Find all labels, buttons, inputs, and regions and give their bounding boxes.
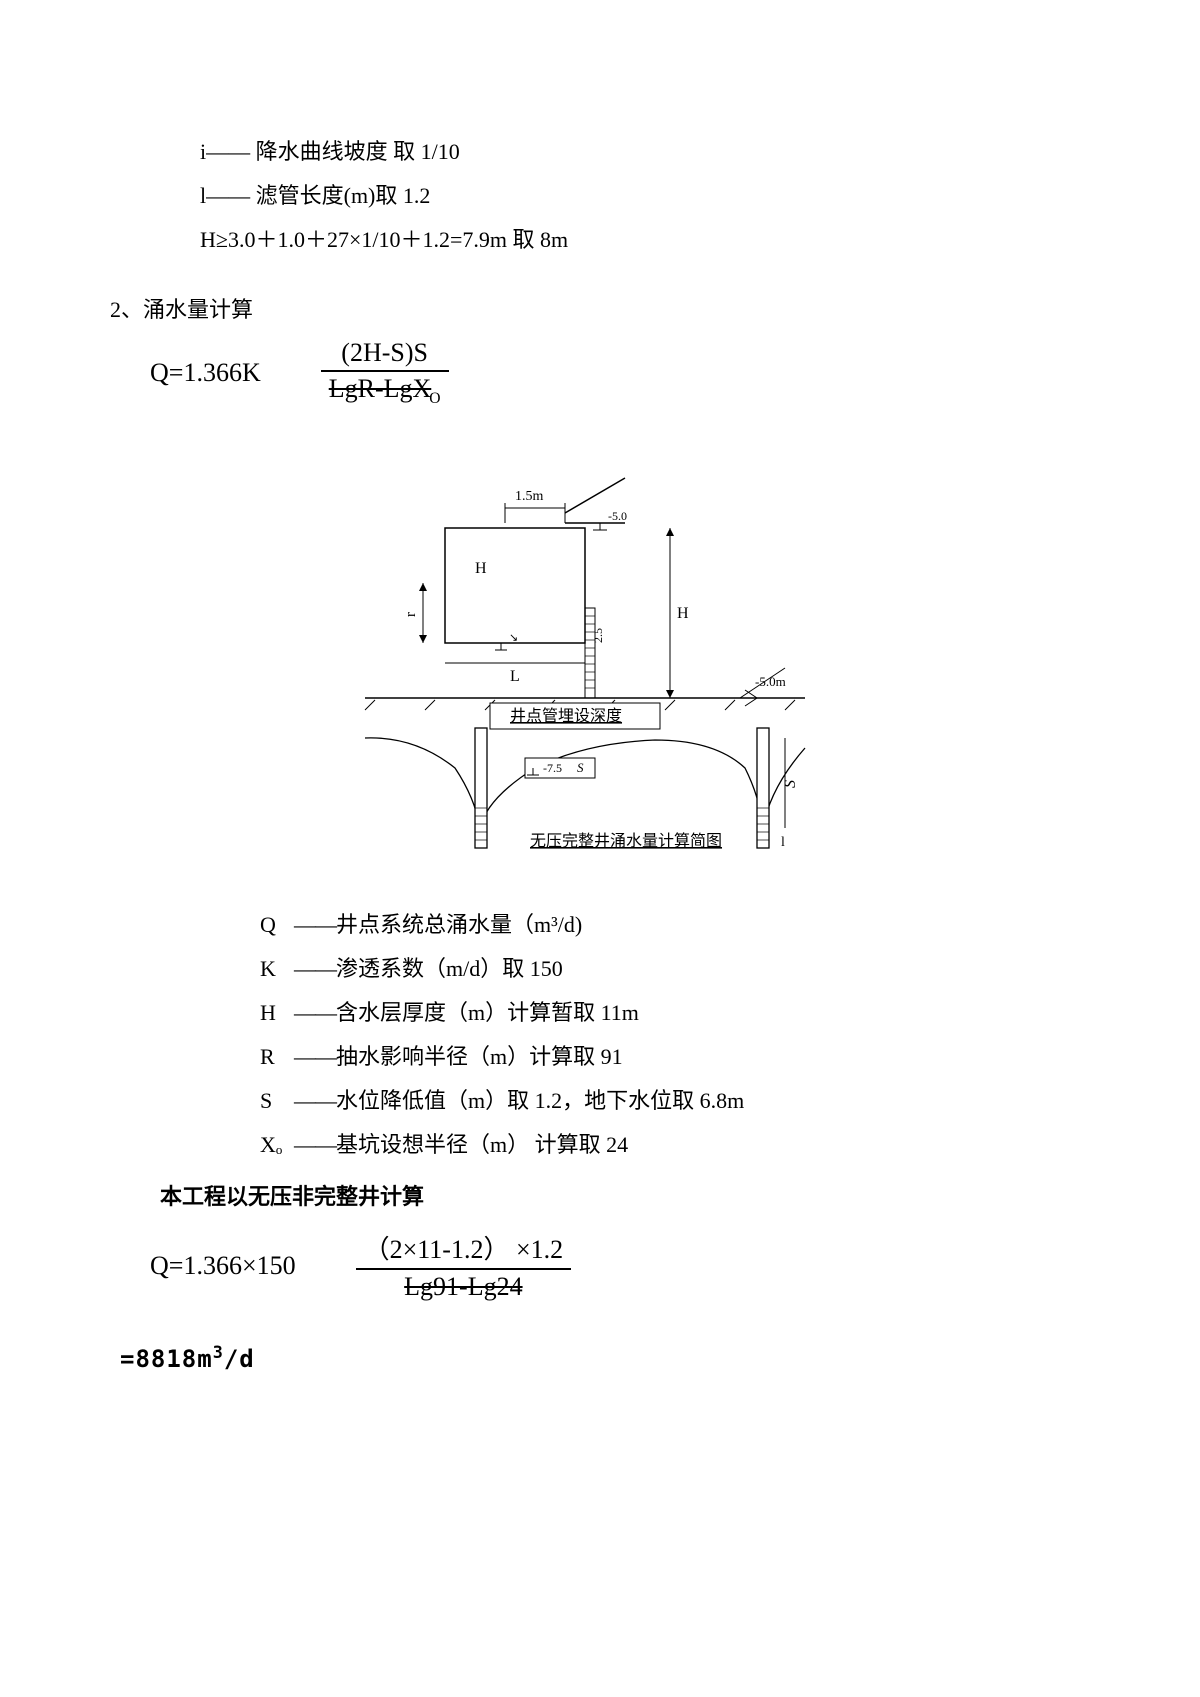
label-neg7-5: -7.5 [543, 761, 562, 775]
def-S-text: 水位降低值（m）取 1.2，地下水位取 6.8m [336, 1079, 744, 1123]
def-Xo-sym: Xₒ [260, 1123, 294, 1167]
label-l-small: l [781, 835, 785, 850]
def-R-text: 抽水影响半径（m）计算取 91 [336, 1035, 623, 1079]
formula-2-lhs: Q=1.366×150 [150, 1251, 296, 1281]
def-K-sym: K [260, 947, 294, 991]
formula-1: Q=1.366K (2H-S)S LgR-LgXO [150, 338, 1040, 408]
label-S-box: S [577, 760, 584, 775]
well-diagram: 1.5m -5.0 H r ↘ H [315, 468, 835, 873]
formula-2-frac: （2×11-1.2） ×1.2 Lg91-Lg24 [356, 1229, 572, 1302]
result-exp: 3 [213, 1342, 224, 1362]
label-neg5-0m: -5.0m [755, 674, 786, 689]
formula-1-den-sub: O [429, 390, 440, 407]
def-S-dash: —— [294, 1079, 336, 1123]
def-S: S —— 水位降低值（m）取 1.2，地下水位取 6.8m [260, 1079, 1040, 1123]
label-r: r [403, 612, 419, 617]
intro-block: i—— 降水曲线坡度 取 1/10 l—— 滤管长度(m)取 1.2 H≥3.0… [200, 130, 1040, 262]
formula-1-den-main: LgR-LgX [329, 374, 432, 403]
diagram-caption: 无压完整井涌水量计算简图 [530, 831, 722, 850]
formula-1-num: (2H-S)S [321, 338, 449, 370]
def-H-text: 含水层厚度（m）计算暂取 11m [336, 991, 639, 1035]
well-diagram-svg: 1.5m -5.0 H r ↘ H [315, 468, 835, 868]
formula-1-den: LgR-LgXO [321, 370, 449, 408]
def-Q-dash: —— [294, 903, 336, 947]
def-Q: Q —— 井点系统总涌水量（m³/d) [260, 903, 1040, 947]
section-2-title: 2、涌水量计算 [110, 292, 1040, 324]
def-H: H —— 含水层厚度（m）计算暂取 11m [260, 991, 1040, 1035]
def-H-sym: H [260, 991, 294, 1035]
formula-1-frac: (2H-S)S LgR-LgXO [321, 338, 449, 408]
label-H1: H [475, 560, 487, 577]
definitions-block: Q —— 井点系统总涌水量（m³/d) K —— 渗透系数（m/d）取 150 … [260, 903, 1040, 1167]
label-neg5-0: -5.0 [608, 509, 627, 523]
def-K-text: 渗透系数（m/d）取 150 [336, 947, 563, 991]
label-2-5: 2.5 [591, 628, 605, 643]
result-unit: /d [224, 1345, 255, 1373]
bold-statement: 本工程以无压非完整井计算 [160, 1179, 1040, 1211]
def-H-dash: —— [294, 991, 336, 1035]
label-L: L [510, 668, 520, 685]
formula-2-den: Lg91-Lg24 [356, 1268, 572, 1302]
formula-2-num: （2×11-1.2） ×1.2 [356, 1229, 572, 1268]
label-arrow-75: ↘ [509, 632, 518, 644]
def-R: R —— 抽水影响半径（m）计算取 91 [260, 1035, 1040, 1079]
def-Q-text: 井点系统总涌水量（m³/d) [336, 903, 582, 947]
formula-1-lhs: Q=1.366K [150, 358, 261, 388]
formula-result: =8818m3/d [120, 1342, 1040, 1373]
formula-2-den-text: Lg91-Lg24 [404, 1272, 522, 1301]
def-R-sym: R [260, 1035, 294, 1079]
label-well-depth: 井点管埋设深度 [510, 707, 622, 725]
intro-line-l: l—— 滤管长度(m)取 1.2 [200, 174, 1040, 218]
def-Xo-text: 基坑设想半径（m） 计算取 24 [336, 1123, 628, 1167]
def-K-dash: —— [294, 947, 336, 991]
def-K: K —— 渗透系数（m/d）取 150 [260, 947, 1040, 991]
formula-2: Q=1.366×150 （2×11-1.2） ×1.2 Lg91-Lg24 [150, 1229, 1040, 1302]
result-val: =8818m [120, 1345, 213, 1373]
def-Xo-dash: —— [294, 1123, 336, 1167]
label-1-5m: 1.5m [515, 489, 544, 504]
intro-line-H: H≥3.0＋1.0＋27×1/10＋1.2=7.9m 取 8m [200, 218, 1040, 262]
def-R-dash: —— [294, 1035, 336, 1079]
def-Q-sym: Q [260, 903, 294, 947]
def-Xo: Xₒ —— 基坑设想半径（m） 计算取 24 [260, 1123, 1040, 1167]
intro-line-i: i—— 降水曲线坡度 取 1/10 [200, 130, 1040, 174]
page: i—— 降水曲线坡度 取 1/10 l—— 滤管长度(m)取 1.2 H≥3.0… [0, 0, 1200, 1697]
label-H-right: H [677, 605, 689, 622]
def-S-sym: S [260, 1079, 294, 1123]
